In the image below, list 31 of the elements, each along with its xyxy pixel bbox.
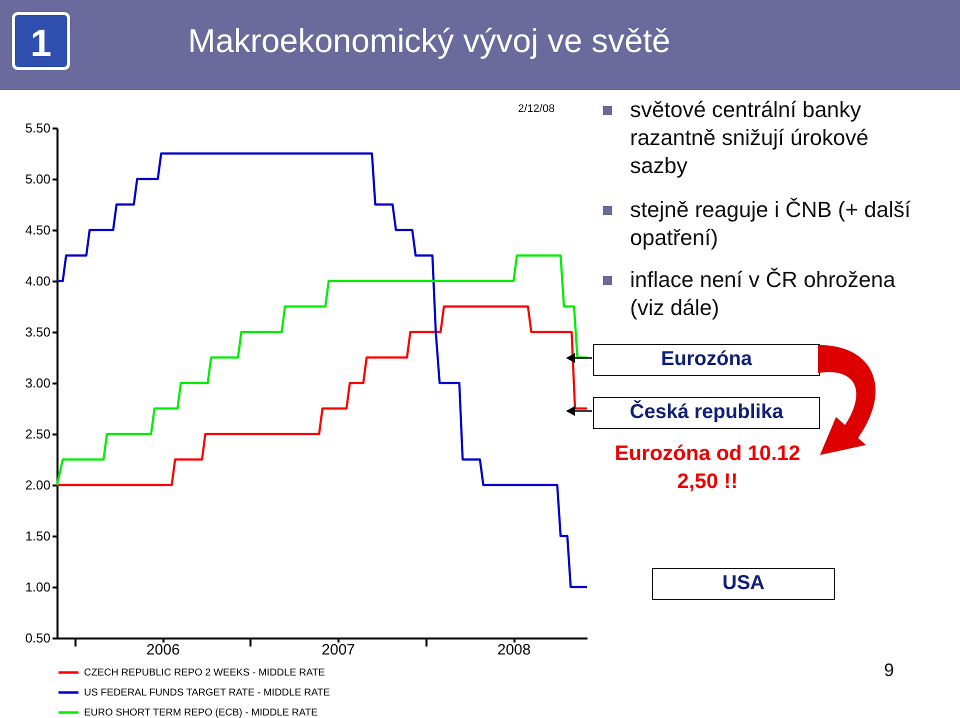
text: stejně reaguje i ČNB (+ další opatření) [630,196,912,252]
text: Eurozóna od 10.12 2,50 !! [614,441,802,495]
y-tick-label: 1.00 [25,580,50,594]
y-tick-label: 4.50 [25,222,50,238]
legend-label: CZECH REPUBLIC REPO 2 WEEKS - MIDDLE RATE [84,668,326,678]
legend-label: EURO SHORT TERM REPO (ECB) - MIDDLE RATE [84,708,318,718]
text: 1 [12,12,70,70]
text: 9 [884,659,894,682]
x-tick-label: 2007 [322,642,356,658]
text: Eurozóna [593,344,820,376]
text: světové centrální banky razantně snižují úrokové sazby [630,96,870,180]
y-tick-label: 3.00 [25,376,50,390]
line-series [56,305,588,486]
text: 2/12/08 [518,102,555,116]
legend-label: US FEDERAL FUNDS TARGET RATE - MIDDLE RATE [84,688,330,698]
y-tick-label: 5.00 [25,172,50,186]
y-tick-label: 1.50 [25,528,50,544]
text: Česká republika [593,397,820,429]
y-tick-label: 0.50 [25,630,50,646]
text: USA [652,568,835,600]
chart-title: Makroekonomický vývoj ve světě [188,22,670,60]
y-tick-label: 4.00 [25,274,50,288]
y-tick-label: 2.50 [25,426,50,442]
y-tick-label: 2.00 [25,478,50,492]
x-tick-label: 2008 [497,642,531,658]
line-series [56,152,588,588]
x-tick-label: 2006 [146,642,180,658]
y-tick-label: 3.50 [25,324,50,340]
y-tick-label: 5.50 [25,120,50,136]
text: inflace není v ČR ohrožena (viz dále) [630,266,896,322]
line-series [56,254,588,486]
